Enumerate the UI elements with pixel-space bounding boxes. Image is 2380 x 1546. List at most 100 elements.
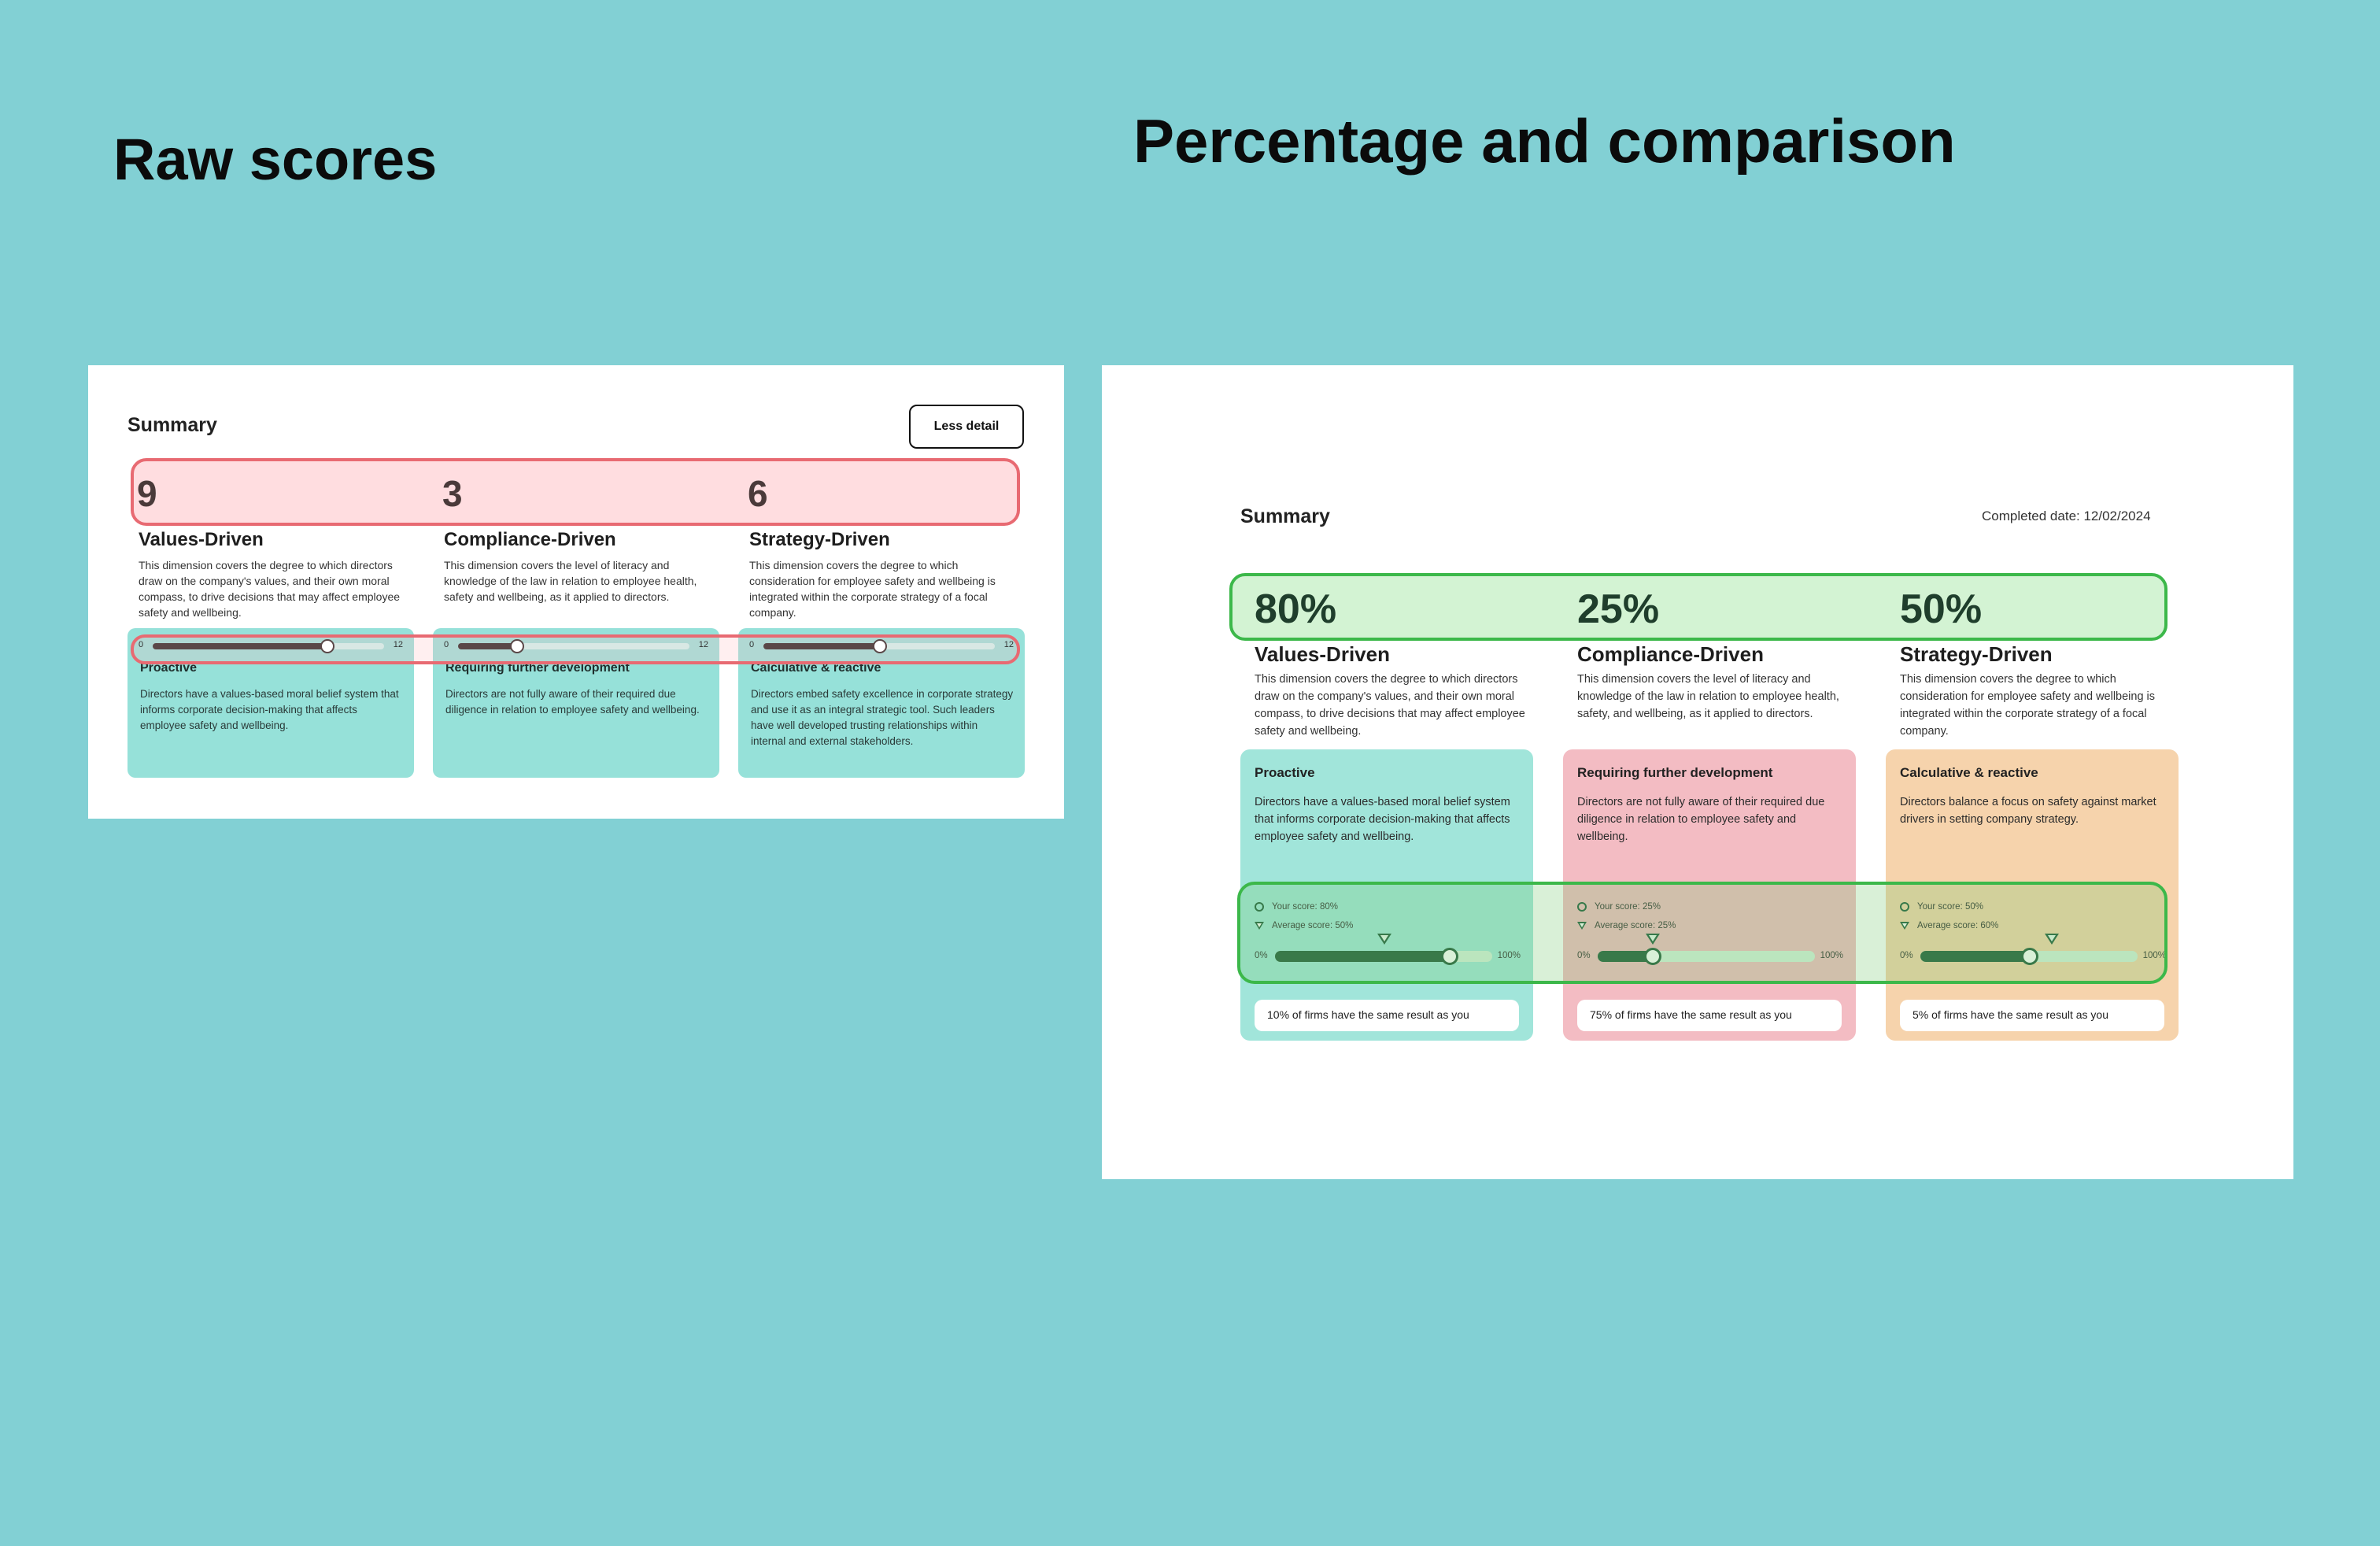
slider-track (1598, 934, 1815, 965)
percent-score: 80% (1255, 586, 1337, 632)
your-score-legend: Your score: 25% (1577, 902, 1661, 912)
level-title: Proactive (1255, 765, 1315, 780)
your-score-label: Your score: 80% (1272, 902, 1338, 912)
dimension-description: This dimension covers the degree to whic… (139, 559, 401, 619)
slider-fill (1920, 951, 2029, 962)
slider-knob[interactable] (1440, 948, 1458, 965)
your-score-label: Your score: 25% (1595, 902, 1661, 912)
level-title: Proactive (140, 661, 198, 675)
dimension-title: Compliance-Driven (444, 529, 616, 550)
less-detail-button[interactable]: Less detail (909, 405, 1024, 449)
average-marker-icon (1646, 934, 1660, 945)
dimension-title: Values-Driven (1255, 642, 1390, 666)
percentage-panel: Summary Completed date: 12/02/2024 80% V… (1102, 365, 2293, 1179)
circle-icon (1255, 902, 1264, 912)
range-max-label: 100% (1820, 951, 1843, 960)
level-title: Requiring further development (445, 661, 630, 675)
raw-score: 6 (748, 473, 768, 514)
raw-score: 3 (442, 473, 463, 514)
slider-track (153, 639, 384, 653)
slider-knob[interactable] (320, 639, 334, 653)
dimension-description: This dimension covers the degree to whic… (1255, 673, 1525, 738)
score-highlight (1229, 573, 2168, 641)
slider-knob[interactable] (2021, 948, 2038, 965)
range-min-label: 0 (139, 640, 144, 649)
slider-knob[interactable] (1644, 948, 1661, 965)
level-card: Calculative & reactive Directors balance… (1886, 749, 2179, 1041)
dimension-title: Strategy-Driven (749, 529, 890, 550)
score-highlight (131, 458, 1020, 526)
triangle-down-icon (1255, 922, 1264, 930)
triangle-down-icon (1577, 922, 1587, 930)
range-max-label: 12 (698, 640, 708, 649)
firms-comparison: 75% of firms have the same result as you (1577, 1000, 1842, 1031)
firms-comparison: 10% of firms have the same result as you (1255, 1000, 1519, 1031)
level-title: Calculative & reactive (1900, 765, 2038, 780)
level-title: Requiring further development (1577, 765, 1773, 780)
range-min-label: 0 (444, 640, 449, 649)
slider-knob[interactable] (509, 639, 524, 653)
summary-title: Summary (1240, 505, 1330, 527)
range-min-label: 0% (1255, 951, 1268, 960)
raw-score-slider: 0 12 (139, 639, 403, 653)
level-description: Directors balance a focus on safety agai… (1900, 796, 2156, 826)
percentage-comparison-heading: Percentage and comparison (1133, 106, 1956, 176)
percent-score-slider: 0% 100% (1900, 934, 2166, 965)
range-min-label: 0% (1577, 951, 1591, 960)
percent-score: 25% (1577, 586, 1660, 632)
average-marker-icon (2044, 934, 2059, 945)
average-score-label: Average score: 25% (1595, 921, 1676, 930)
slider-track (458, 639, 689, 653)
level-card: Requiring further development Directors … (1563, 749, 1856, 1041)
slider-track (1275, 934, 1492, 965)
slider-knob[interactable] (873, 639, 887, 653)
level-card: 0 12 Calculative & reactive Directors em… (738, 628, 1025, 778)
range-min-label: 0% (1900, 951, 1913, 960)
percent-score: 50% (1900, 586, 1983, 632)
firms-comparison: 5% of firms have the same result as you (1900, 1000, 2164, 1031)
dimension-title: Compliance-Driven (1577, 642, 1764, 666)
dimension-description: This dimension covers the level of liter… (1577, 673, 1839, 720)
average-score-legend: Average score: 60% (1900, 921, 1998, 930)
level-card: Proactive Directors have a values-based … (1240, 749, 1533, 1041)
slider-track (1920, 934, 2138, 965)
level-card: 0 12 Requiring further development Direc… (433, 628, 719, 778)
dimension-description: This dimension covers the degree to whic… (749, 559, 996, 619)
level-title: Calculative & reactive (751, 661, 881, 675)
summary-title: Summary (128, 414, 217, 436)
slider-fill (763, 643, 879, 649)
raw-score-slider: 0 12 (444, 639, 708, 653)
raw-scores-panel: Summary Less detail 9 Values-Driven This… (88, 365, 1064, 819)
triangle-down-icon (1900, 922, 1909, 930)
dimension-description: This dimension covers the level of liter… (444, 559, 697, 603)
level-description: Directors have a values-based moral beli… (140, 688, 399, 731)
circle-icon (1900, 902, 1909, 912)
range-max-label: 12 (393, 640, 403, 649)
circle-icon (1577, 902, 1587, 912)
your-score-legend: Your score: 50% (1900, 902, 1983, 912)
level-description: Directors have a values-based moral beli… (1255, 796, 1510, 843)
dimension-title: Strategy-Driven (1900, 642, 2053, 666)
range-max-label: 12 (1003, 640, 1014, 649)
your-score-label: Your score: 50% (1917, 902, 1983, 912)
level-description: Directors are not fully aware of their r… (445, 688, 700, 716)
percent-score-slider: 0% 100% (1255, 934, 1521, 965)
average-score-label: Average score: 60% (1917, 921, 1999, 930)
average-score-label: Average score: 50% (1272, 921, 1354, 930)
raw-score-slider: 0 12 (749, 639, 1014, 653)
average-marker-icon (1377, 934, 1391, 945)
range-max-label: 100% (1497, 951, 1521, 960)
slider-track (763, 639, 995, 653)
raw-score: 9 (137, 473, 157, 514)
comparison-highlight (1237, 882, 2168, 984)
average-score-legend: Average score: 50% (1255, 921, 1353, 930)
raw-scores-heading: Raw scores (113, 127, 438, 192)
level-description: Directors are not fully aware of their r… (1577, 796, 1825, 843)
slider-fill (458, 643, 516, 649)
dimension-title: Values-Driven (139, 529, 264, 550)
slider-fill (1275, 951, 1449, 962)
slider-fill (153, 643, 327, 649)
slider-fill (1598, 951, 1652, 962)
range-min-label: 0 (749, 640, 755, 649)
completed-date: Completed date: 12/02/2024 (1982, 509, 2151, 523)
